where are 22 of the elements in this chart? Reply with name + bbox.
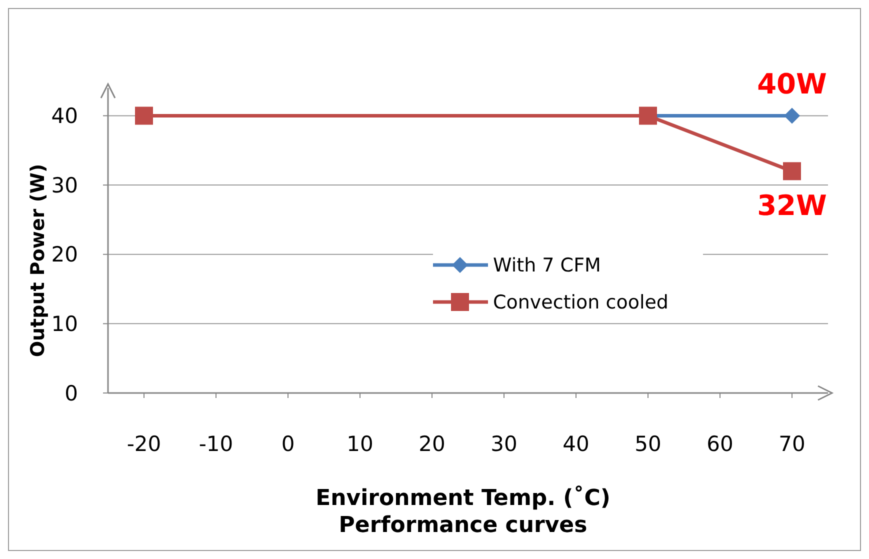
legend-label: With 7 CFM [493,254,601,277]
y-tick-label: 20 [51,242,78,267]
x-tick-label: 20 [418,432,446,456]
annotation: 32W [757,189,828,222]
x-tick-label: 70 [778,432,806,456]
text: Performance curves [338,513,588,538]
x-tick-label: 30 [490,432,518,456]
x-tick-label: 50 [634,432,662,456]
y-tick-label: 30 [51,173,78,198]
y-tick-label: 10 [51,312,78,336]
x-tick-label: 40 [562,432,590,456]
x-tick-label: 0 [281,432,295,456]
legend-label: Convection cooled [493,292,668,314]
x-tick-label: -10 [198,432,234,456]
y-tick-label: 40 [51,104,78,128]
x-axis-title: Environment Temp. (˚C) [316,485,610,511]
x-tick-label: 10 [346,432,374,456]
annotation: 40W [757,68,828,101]
y-axis-title: Output Power (W) [27,164,49,358]
x-tick-label: -20 [126,432,162,456]
x-tick-label: 60 [706,432,734,456]
y-tick-label: 0 [64,381,78,406]
